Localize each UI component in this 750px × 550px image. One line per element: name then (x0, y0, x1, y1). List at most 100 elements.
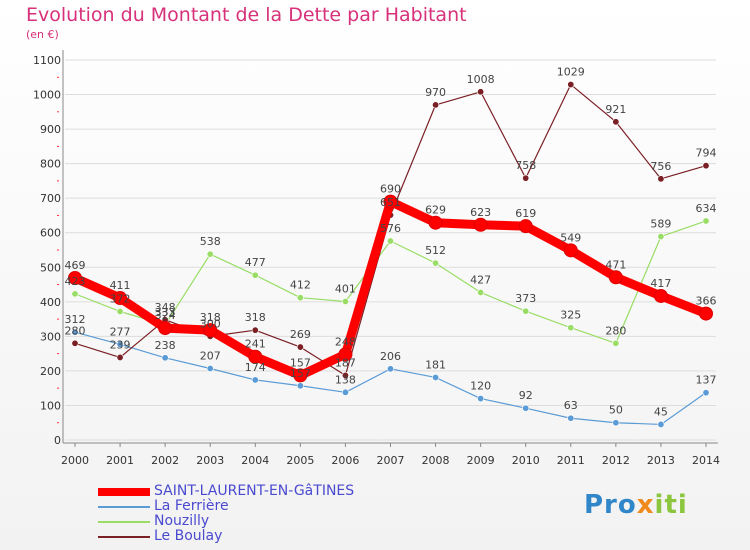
x-tick-label: 2008 (422, 454, 450, 467)
data-label: 756 (650, 160, 671, 173)
data-point (477, 395, 485, 403)
data-point (251, 271, 259, 279)
data-point (657, 420, 665, 428)
y-tick-label: 600 (40, 227, 61, 240)
data-point (206, 250, 214, 258)
data-label: 373 (515, 292, 536, 305)
data-label: 92 (519, 389, 533, 402)
data-point (116, 307, 124, 315)
data-label: 318 (200, 311, 221, 324)
y-tick-label: 900 (40, 123, 61, 136)
legend-label: Le Boulay (154, 528, 223, 544)
legend: SAINT-LAURENT-EN-GâTINES La Ferrière Nouzi… (98, 484, 354, 544)
data-label: 423 (65, 275, 86, 288)
data-label: 576 (380, 222, 401, 235)
data-label: 157 (290, 356, 311, 369)
data-point (296, 382, 304, 390)
data-point (341, 388, 349, 396)
data-label: 427 (470, 273, 491, 286)
data-point (702, 217, 710, 225)
data-point (296, 294, 304, 302)
x-tick-label: 2003 (196, 454, 224, 467)
data-label: 549 (560, 231, 581, 244)
data-label: 690 (380, 183, 401, 196)
data-point (567, 414, 575, 422)
data-label: 758 (515, 159, 536, 172)
legend-item: Nouzilly (98, 514, 354, 529)
x-tick-label: 2006 (331, 454, 359, 467)
data-label: 207 (200, 349, 221, 362)
data-label: 651 (380, 196, 401, 209)
data-point (612, 339, 620, 347)
data-point (432, 101, 440, 109)
data-label: 312 (65, 313, 86, 326)
x-tick-label: 2013 (647, 454, 675, 467)
data-label: 277 (110, 325, 131, 338)
data-point (71, 290, 79, 298)
y-tick-label: 1000 (33, 89, 61, 102)
data-point (203, 323, 218, 338)
data-label: 181 (425, 358, 446, 371)
data-label: 1008 (467, 73, 495, 86)
data-point (116, 353, 124, 361)
data-point (71, 328, 79, 336)
data-point (428, 215, 443, 230)
legend-swatch (98, 505, 150, 508)
data-point (338, 347, 353, 362)
x-tick-label: 2011 (557, 454, 585, 467)
data-label: 269 (290, 328, 311, 341)
data-point (612, 118, 620, 126)
data-point (68, 270, 82, 285)
data-label: 970 (425, 86, 446, 99)
y-tick-label: 200 (40, 365, 61, 378)
data-label: 325 (560, 309, 581, 322)
data-label: 469 (65, 259, 86, 272)
data-point (161, 354, 169, 362)
data-label: 238 (155, 339, 176, 352)
data-label: 1029 (557, 66, 585, 79)
y-tick-label: 700 (40, 192, 61, 205)
data-point (206, 364, 214, 372)
data-label: 538 (200, 235, 221, 248)
data-point (71, 339, 79, 347)
legend-item: La Ferrière (98, 499, 354, 514)
data-point (653, 288, 668, 303)
x-tick-label: 2010 (512, 454, 540, 467)
data-point (341, 297, 349, 305)
data-label: 63 (564, 399, 578, 412)
data-label: 248 (335, 335, 356, 348)
data-point (612, 419, 620, 427)
data-label: 411 (110, 279, 131, 292)
data-point (657, 175, 665, 183)
y-tick-label: 400 (40, 296, 61, 309)
data-point (158, 321, 173, 336)
data-label: 623 (470, 206, 491, 219)
data-point (699, 306, 713, 321)
x-tick-label: 2012 (602, 454, 630, 467)
data-label: 417 (650, 277, 671, 290)
chart-title: Evolution du Montant de la Dette par Hab… (26, 4, 467, 26)
data-point (608, 270, 623, 285)
data-point (432, 373, 440, 381)
data-label: 512 (425, 244, 446, 257)
data-label: 921 (605, 103, 626, 116)
legend-item: Le Boulay (98, 529, 354, 544)
data-point (251, 326, 259, 334)
data-point (522, 174, 530, 182)
data-label: 241 (245, 338, 266, 351)
data-point (522, 404, 530, 412)
legend-swatch (98, 520, 150, 523)
data-point (657, 233, 665, 241)
legend-label: La Ferrière (154, 498, 229, 514)
data-point (477, 88, 485, 96)
data-point (383, 194, 398, 209)
y-tick-label: 500 (40, 261, 61, 274)
x-tick-label: 2007 (377, 454, 405, 467)
data-point (341, 371, 349, 379)
data-point (116, 340, 124, 348)
data-point (432, 259, 440, 267)
data-point (473, 217, 488, 232)
data-label: 300 (200, 317, 221, 330)
data-point (477, 288, 485, 296)
data-label: 401 (335, 282, 356, 295)
